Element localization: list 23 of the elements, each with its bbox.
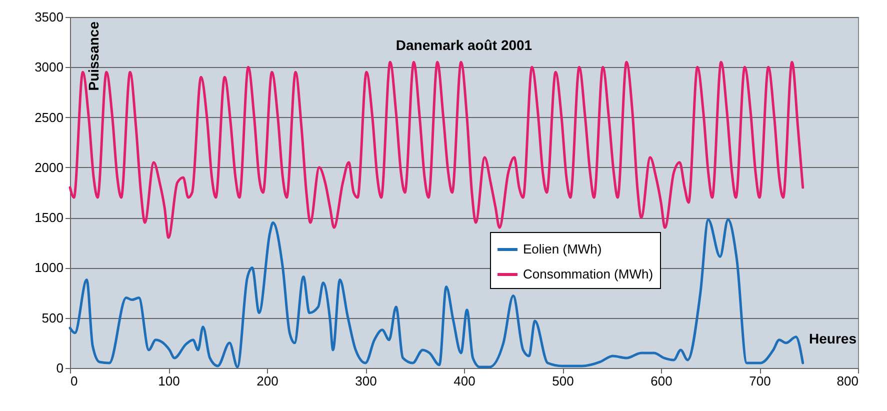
x-tick-label: 100 (158, 374, 180, 388)
y-tick-label: 3500 (34, 10, 64, 24)
y-tick-label: 500 (42, 310, 64, 326)
y-tick-label: 1000 (34, 260, 64, 276)
legend-label: Eolien (MWh) (523, 242, 602, 256)
x-tick-label: 300 (355, 374, 377, 388)
x-tick-label: 400 (454, 374, 476, 388)
y-tick-label: 2500 (34, 110, 64, 125)
x-axis-title: Heures (809, 330, 857, 346)
y-tick-label: 1500 (34, 210, 64, 226)
line-series (68, 218, 804, 368)
x-tick-label: 700 (749, 374, 771, 388)
y-tick-label: 3000 (34, 60, 64, 75)
x-tick-label: 600 (650, 374, 672, 388)
x-tick-label: 0 (70, 374, 78, 388)
x-tick-label: 800 (836, 374, 858, 388)
text: Danemark août 2001 (396, 37, 532, 53)
legend-label: Consommation (MWh) (523, 266, 654, 282)
x-tick-label: 200 (256, 374, 278, 388)
x-tick-label: 500 (552, 374, 574, 388)
y-tick-label: 2000 (34, 160, 64, 175)
y-axis-title: Puissance (86, 21, 102, 91)
y-tick-label: 0 (56, 360, 64, 376)
